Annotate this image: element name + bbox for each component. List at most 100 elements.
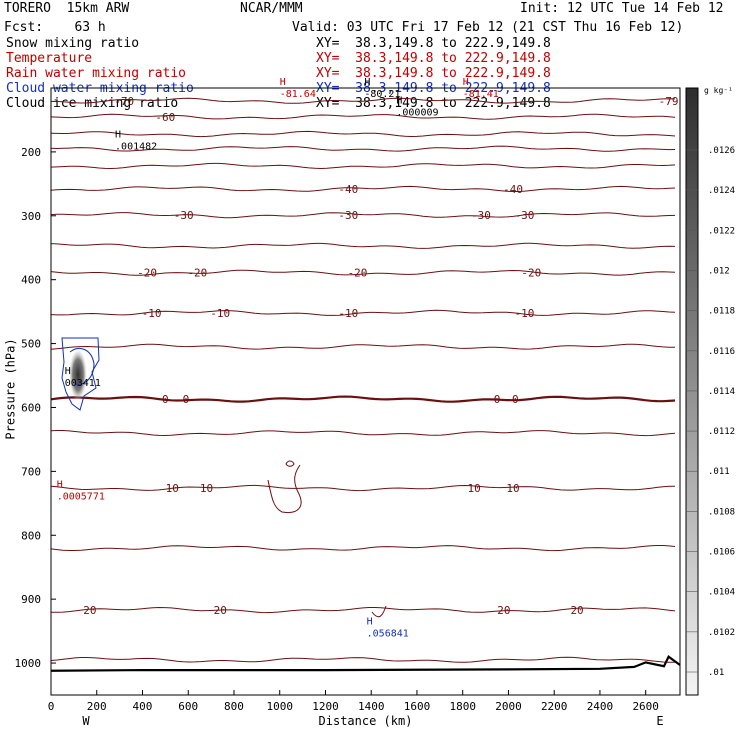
isotherm-line [50,130,676,138]
colorbar-tick-label: .0102 [708,628,735,638]
isotherm-line [50,212,676,219]
isotherm-label: -20 [137,267,157,280]
isotherm-label: 20 [214,604,227,617]
y-tick-label: 400 [21,274,41,287]
x-tick-label: 1200 [312,700,339,713]
x-tick-label: 2400 [587,700,614,713]
colorbar-tick-label: .0126 [708,146,735,156]
extremum-mark: H [463,77,469,88]
x-tick-label: 0 [48,700,55,713]
y-tick-label: 200 [21,146,41,159]
isotherm-line [50,545,676,552]
cloud-ice-shading [69,349,87,401]
isotherm-label: 0 [183,393,190,406]
isotherm-label: 20 [497,604,510,617]
colorbar-tick-label: .0116 [708,347,735,357]
isotherm-line [50,97,676,104]
x-axis-label: Distance (km) [319,714,413,728]
extremum-value: .001482 [115,142,157,153]
extremum-value: 003411 [65,378,101,389]
isotherm-label: 20 [83,604,96,617]
isotherm-line [50,242,676,249]
isotherm-line [50,656,675,663]
colorbar-tick-label: .0104 [708,588,735,598]
isotherm-line [50,185,676,192]
isotherm-label: 10 [468,482,481,495]
plot-frame [50,87,681,696]
temperature-contour [267,464,302,514]
x-tick-label: 1600 [404,700,431,713]
colorbar-tick-label: .0114 [708,387,735,397]
isotherm-line [50,145,676,152]
y-tick-label: 300 [21,210,41,223]
isotherm-line [50,162,676,170]
isotherm-line [50,113,676,120]
extremum-value: -81.41 [463,89,499,100]
isotherm-line [50,430,676,437]
colorbar-tick-label: .0106 [708,548,735,558]
isotherm-label: 10 [166,482,179,495]
y-tick-label: 700 [21,465,41,478]
valid-time: Valid: 03 UTC Fri 17 Feb 12 (21 CST Thu … [292,20,684,35]
x-tick-label: 2600 [632,700,659,713]
isotherm-label: -10 [338,307,358,320]
y-tick-label: 1000 [15,657,42,670]
isotherm-label: -60 [155,111,175,124]
extremum-value: .0005771 [57,492,105,503]
x-tick-label: 2200 [541,700,568,713]
isotherm-label: -20 [521,267,541,280]
isotherm-line [50,484,676,492]
isotherm-label: -79 [659,95,679,108]
y-tick-label: 800 [21,529,41,542]
isotherm-label: -30 [338,209,358,222]
isotherm-line [50,269,676,276]
y-tick-label: 600 [21,401,41,414]
isotherm-line [50,395,676,403]
org-label: NCAR/MMM [240,1,303,16]
extremum-value: .056841 [367,628,409,639]
field-name: Snow mixing ratio [6,36,140,51]
x-tick-label: 1000 [266,700,293,713]
model-title: TORERO 15km ARW [4,1,130,16]
terrain-line [50,655,681,672]
isotherm-label: -20 [348,267,368,280]
temperature-contour [285,460,295,467]
isotherm-label: -70 [114,95,134,108]
extremum-mark: H [115,130,121,141]
extremum-value: -80.21 [364,89,400,100]
field-xsect-line: XY= 38.3,149.8 to 222.9,149.8 [316,66,551,81]
colorbar-tick-label: .0112 [708,427,735,437]
forecast-hour: Fcst: 63 h [4,20,106,35]
x-tick-label: 800 [224,700,244,713]
colorbar-tick-label: .011 [708,467,730,477]
isotherm-line [50,343,676,350]
colorbar-tick-label: .0108 [708,507,735,517]
x-tick-label: 200 [87,700,107,713]
isotherm-label: -10 [142,307,162,320]
init-time: Init: 12 UTC Tue 14 Feb 12 [520,1,724,16]
extremum-mark: H [396,96,402,107]
field-xsect-line: XY= 38.3,149.8 to 222.9,149.8 [316,36,551,51]
colorbar-tick-label: .0124 [708,186,735,196]
isotherm-label: -10 [210,307,230,320]
isotherm-label: 20 [570,604,583,617]
extremum-value: -81.64 [280,89,316,100]
x-tick-label: 1400 [358,700,385,713]
isotherm-label: 10 [506,482,519,495]
colorbar-tick-label: .012 [708,266,730,276]
colorbar-tick-label: .01 [708,668,724,678]
x-tick-label: 600 [178,700,198,713]
isotherm-line [50,606,676,614]
y-tick-label: 900 [21,593,41,606]
temperature-contour [371,605,387,618]
extremum-mark: H [65,366,71,377]
x-tick-label: 2000 [495,700,522,713]
isotherm-line [50,309,676,316]
colorbar-tick-label: .0118 [708,307,735,317]
isotherm-label: -30 [174,209,194,222]
field-name: Rain water mixing ratio [6,66,187,81]
cloud-water-contour [69,348,95,385]
isotherm-label: -40 [338,183,358,196]
x-tick-label: 1800 [449,700,476,713]
